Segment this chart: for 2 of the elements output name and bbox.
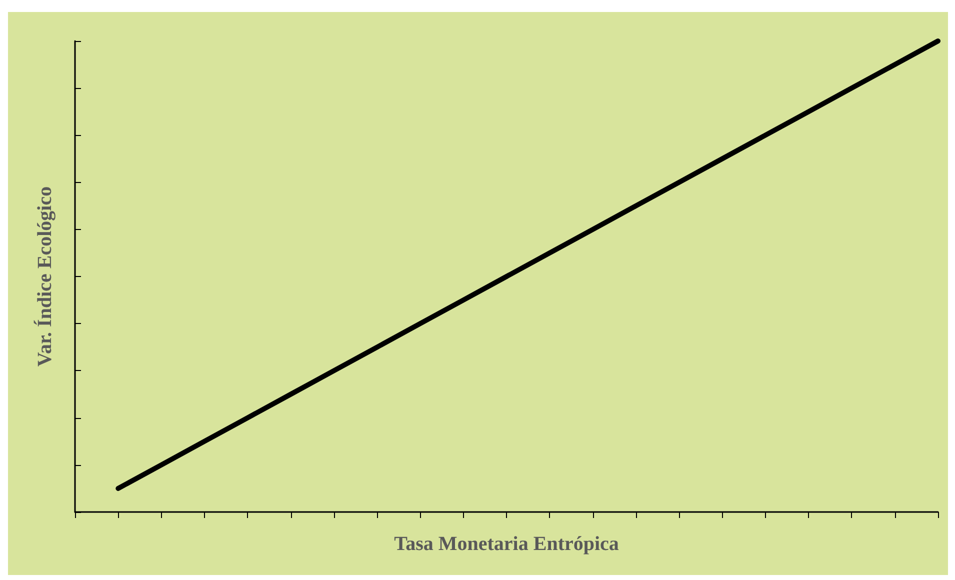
- y-axis-title: Var. Índice Ecológico: [33, 186, 56, 367]
- x-axis-title: Tasa Monetaria Entrópica: [394, 533, 619, 555]
